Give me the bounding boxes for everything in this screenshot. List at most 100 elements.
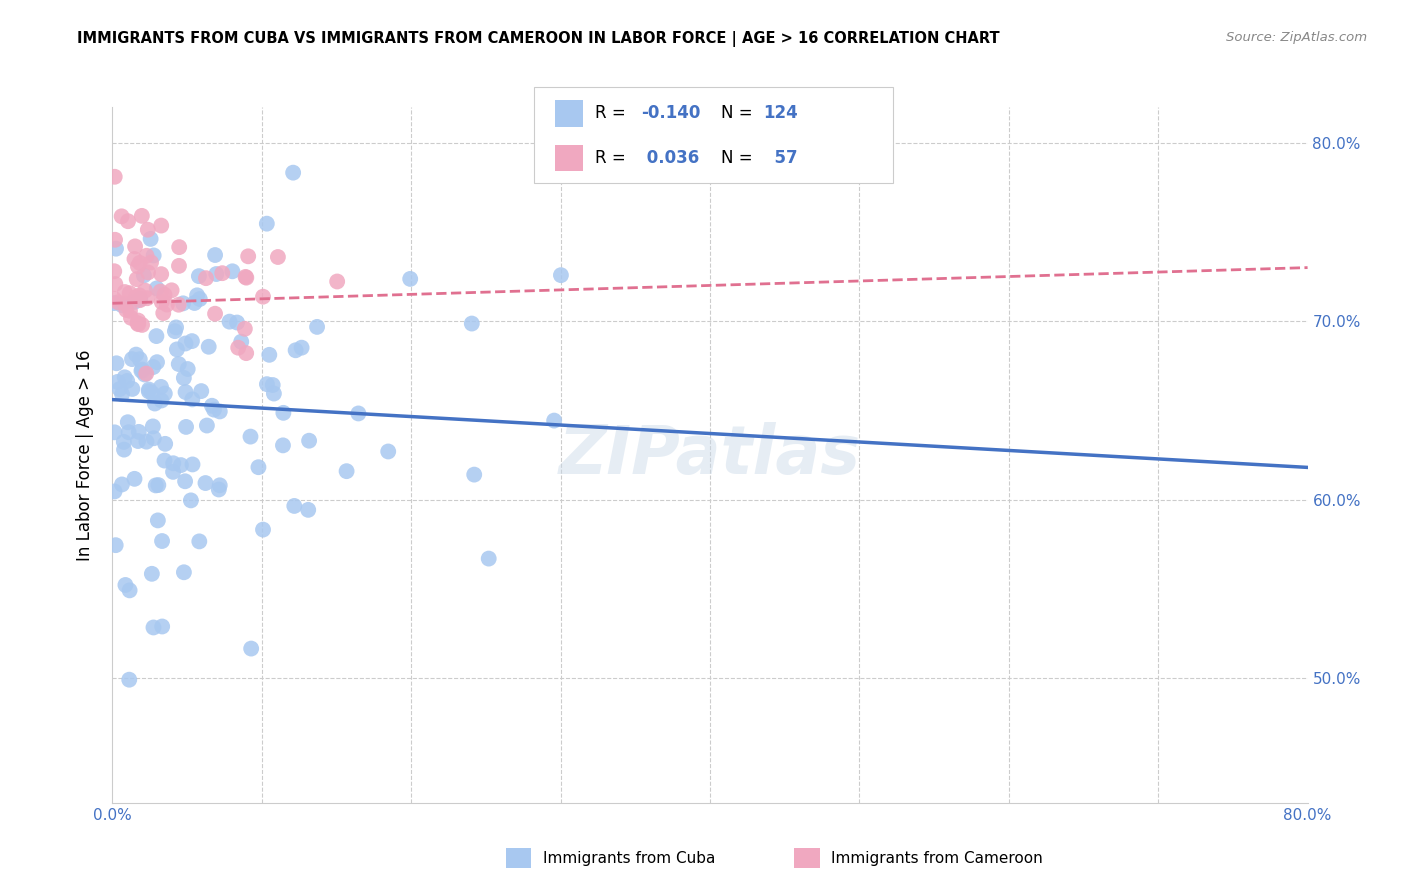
Point [153,453,176,467]
Point [138,383,160,397]
Point [131,364,153,378]
Point [146,513,169,527]
Point [128,288,150,302]
Point [141,386,163,401]
Point [252,290,274,304]
Point [202,402,225,417]
Point [326,275,349,289]
Point [152,306,174,320]
Point [167,298,190,312]
Point [231,334,253,349]
Point [128,293,150,308]
Point [162,456,184,470]
Point [162,465,184,479]
Point [146,355,169,369]
Point [208,404,231,418]
Point [281,166,304,180]
Point [138,384,160,399]
Point [128,256,150,270]
Point [124,472,146,486]
Point [204,248,226,262]
Point [153,386,176,401]
Point [145,478,167,492]
Point [134,284,156,298]
Point [117,415,139,429]
Point [104,538,127,552]
Point [118,425,141,440]
Point [208,478,231,492]
Point [139,255,162,269]
Point [259,348,281,362]
Text: Immigrants from Cuba: Immigrants from Cuba [543,851,716,865]
Point [172,296,194,310]
Point [141,566,163,581]
Point [150,393,173,408]
Point [170,458,193,472]
Point [127,317,149,331]
Point [104,169,127,184]
Point [136,291,159,305]
Point [271,438,294,452]
Point [218,315,240,329]
Point [132,268,155,283]
Point [336,464,359,478]
Point [211,266,233,280]
Point [194,271,217,285]
Point [107,295,129,310]
Point [131,362,153,376]
Point [115,374,138,388]
Point [247,460,270,475]
Point [201,399,224,413]
Point [124,294,146,309]
Point [142,359,165,374]
Point [550,268,572,282]
Point [149,285,172,299]
Point [181,392,204,407]
Point [156,297,179,311]
Point [135,434,157,449]
Point [187,269,209,284]
Point [127,316,149,330]
Point [174,336,197,351]
Point [263,386,285,401]
Point [194,476,217,491]
Point [105,242,128,256]
Point [205,267,228,281]
Point [111,387,134,401]
Point [103,264,125,278]
Text: Immigrants from Cameroon: Immigrants from Cameroon [831,851,1043,865]
Point [180,493,202,508]
Point [108,382,131,396]
Point [110,210,132,224]
Point [188,292,211,306]
Point [145,281,167,295]
Point [125,290,148,304]
Point [111,298,134,312]
Point [142,620,165,634]
Point [256,377,278,392]
Point [118,673,141,687]
Text: 124: 124 [763,104,799,122]
Point [181,334,204,348]
Point [131,318,153,332]
Point [267,250,290,264]
Point [183,296,205,310]
Point [124,239,146,253]
Point [131,209,153,223]
Point [153,287,176,301]
Point [174,420,197,434]
Point [174,475,197,489]
Point [478,551,501,566]
Point [125,348,148,362]
Point [150,267,173,281]
Point [142,248,165,262]
Point [273,406,295,420]
Point [226,316,249,330]
Point [128,425,150,439]
Point [103,296,125,310]
Point [112,434,135,449]
Point [121,352,143,367]
Point [233,322,256,336]
Point [150,619,173,633]
Point [284,343,307,358]
